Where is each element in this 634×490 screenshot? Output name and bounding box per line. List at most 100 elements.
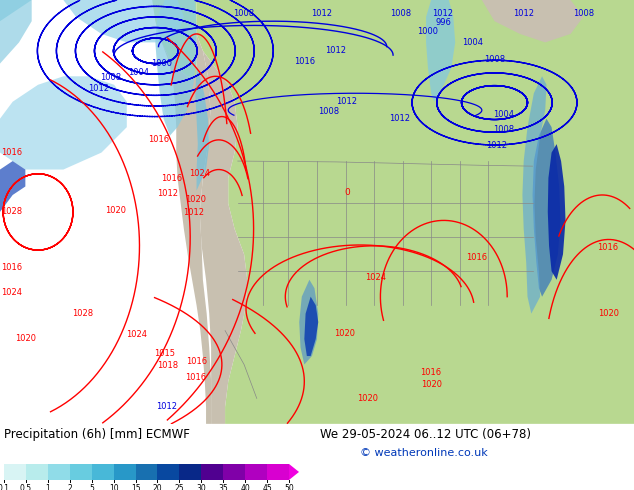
Text: 1004: 1004 bbox=[127, 68, 149, 76]
Text: 25: 25 bbox=[174, 484, 184, 490]
Text: 1016: 1016 bbox=[160, 173, 182, 182]
Bar bbox=[70, 464, 92, 480]
Polygon shape bbox=[63, 0, 184, 43]
Text: 1012: 1012 bbox=[87, 84, 109, 93]
Bar bbox=[26, 464, 48, 480]
Text: 1: 1 bbox=[46, 484, 50, 490]
Text: 1012: 1012 bbox=[325, 47, 347, 55]
Text: 1024: 1024 bbox=[126, 330, 147, 340]
Text: 1020: 1020 bbox=[357, 394, 378, 403]
Text: 1008: 1008 bbox=[318, 107, 339, 117]
Text: We 29-05-2024 06..12 UTC (06+78): We 29-05-2024 06..12 UTC (06+78) bbox=[320, 428, 531, 441]
Text: 1020: 1020 bbox=[420, 380, 442, 390]
Text: 50: 50 bbox=[284, 484, 294, 490]
Polygon shape bbox=[299, 280, 318, 365]
Text: 1020: 1020 bbox=[333, 329, 355, 338]
Polygon shape bbox=[522, 76, 547, 314]
Bar bbox=[223, 464, 245, 480]
Text: 1012: 1012 bbox=[335, 97, 357, 106]
Bar bbox=[157, 464, 179, 480]
Text: 1012: 1012 bbox=[513, 9, 534, 18]
Text: 1024: 1024 bbox=[1, 288, 22, 297]
Text: 1016: 1016 bbox=[294, 56, 315, 66]
Polygon shape bbox=[393, 0, 482, 76]
Text: 10: 10 bbox=[109, 484, 119, 490]
Polygon shape bbox=[197, 0, 247, 424]
Text: 35: 35 bbox=[218, 484, 228, 490]
Polygon shape bbox=[482, 0, 583, 43]
Text: 1016: 1016 bbox=[466, 253, 488, 262]
Bar bbox=[48, 464, 70, 480]
Text: 1016: 1016 bbox=[184, 373, 206, 382]
Text: 1016: 1016 bbox=[420, 368, 442, 377]
Text: 1008: 1008 bbox=[573, 9, 594, 18]
Text: 1024: 1024 bbox=[189, 169, 210, 178]
Bar bbox=[179, 464, 202, 480]
Bar bbox=[136, 464, 157, 480]
Text: Precipitation (6h) [mm] ECMWF: Precipitation (6h) [mm] ECMWF bbox=[4, 428, 190, 441]
Text: 1008: 1008 bbox=[484, 55, 505, 64]
Polygon shape bbox=[289, 464, 299, 480]
Text: © weatheronline.co.uk: © weatheronline.co.uk bbox=[360, 448, 488, 458]
Bar bbox=[4, 464, 26, 480]
Text: 1012: 1012 bbox=[486, 141, 508, 150]
Text: 996: 996 bbox=[436, 18, 452, 26]
Text: 15: 15 bbox=[131, 484, 140, 490]
Text: 30: 30 bbox=[197, 484, 206, 490]
Polygon shape bbox=[0, 161, 25, 212]
Text: 1004: 1004 bbox=[462, 38, 483, 47]
Text: 40: 40 bbox=[240, 484, 250, 490]
Text: 1012: 1012 bbox=[389, 114, 410, 123]
Text: 1016: 1016 bbox=[1, 148, 22, 157]
Polygon shape bbox=[0, 0, 32, 21]
Text: 0: 0 bbox=[344, 188, 351, 197]
Text: 1012: 1012 bbox=[155, 402, 177, 412]
Text: 1012: 1012 bbox=[183, 208, 204, 217]
Bar bbox=[202, 464, 223, 480]
Text: 1008: 1008 bbox=[233, 9, 254, 18]
Polygon shape bbox=[195, 68, 209, 191]
Text: 1015: 1015 bbox=[154, 349, 176, 358]
Text: 1000: 1000 bbox=[151, 59, 172, 68]
Text: 1008: 1008 bbox=[390, 9, 411, 18]
Text: 1012: 1012 bbox=[311, 9, 333, 18]
Text: 1012: 1012 bbox=[432, 9, 453, 18]
Text: 1012: 1012 bbox=[157, 189, 179, 198]
Text: 5: 5 bbox=[89, 484, 94, 490]
Bar bbox=[92, 464, 113, 480]
Text: 1008: 1008 bbox=[493, 125, 515, 134]
Text: 1024: 1024 bbox=[365, 273, 386, 282]
Polygon shape bbox=[0, 76, 127, 170]
Text: 0.1: 0.1 bbox=[0, 484, 10, 490]
Text: 0.5: 0.5 bbox=[20, 484, 32, 490]
Polygon shape bbox=[533, 119, 560, 297]
Polygon shape bbox=[152, 0, 211, 424]
Text: 1016: 1016 bbox=[148, 135, 169, 145]
Bar bbox=[113, 464, 136, 480]
Text: 1028: 1028 bbox=[72, 309, 93, 318]
Text: 45: 45 bbox=[262, 484, 272, 490]
Bar bbox=[267, 464, 289, 480]
Polygon shape bbox=[152, 0, 197, 76]
Text: 1018: 1018 bbox=[157, 361, 179, 370]
Text: 1016: 1016 bbox=[1, 263, 22, 271]
Text: 20: 20 bbox=[153, 484, 162, 490]
Text: 1016: 1016 bbox=[597, 244, 618, 252]
Text: 1020: 1020 bbox=[598, 309, 619, 318]
Polygon shape bbox=[155, 0, 197, 136]
Bar bbox=[245, 464, 267, 480]
Text: 1004: 1004 bbox=[493, 110, 515, 119]
Polygon shape bbox=[426, 0, 455, 102]
Text: 2: 2 bbox=[67, 484, 72, 490]
Polygon shape bbox=[197, 0, 634, 424]
Polygon shape bbox=[304, 297, 318, 356]
Text: 1020: 1020 bbox=[105, 206, 127, 215]
Text: 1028: 1028 bbox=[1, 207, 22, 217]
Text: 1020: 1020 bbox=[15, 334, 36, 343]
Polygon shape bbox=[548, 144, 566, 280]
Text: 1000: 1000 bbox=[417, 27, 439, 36]
Polygon shape bbox=[0, 0, 32, 64]
Text: 1008: 1008 bbox=[100, 73, 122, 82]
Text: 1020: 1020 bbox=[184, 195, 206, 204]
Text: 1016: 1016 bbox=[186, 357, 207, 366]
